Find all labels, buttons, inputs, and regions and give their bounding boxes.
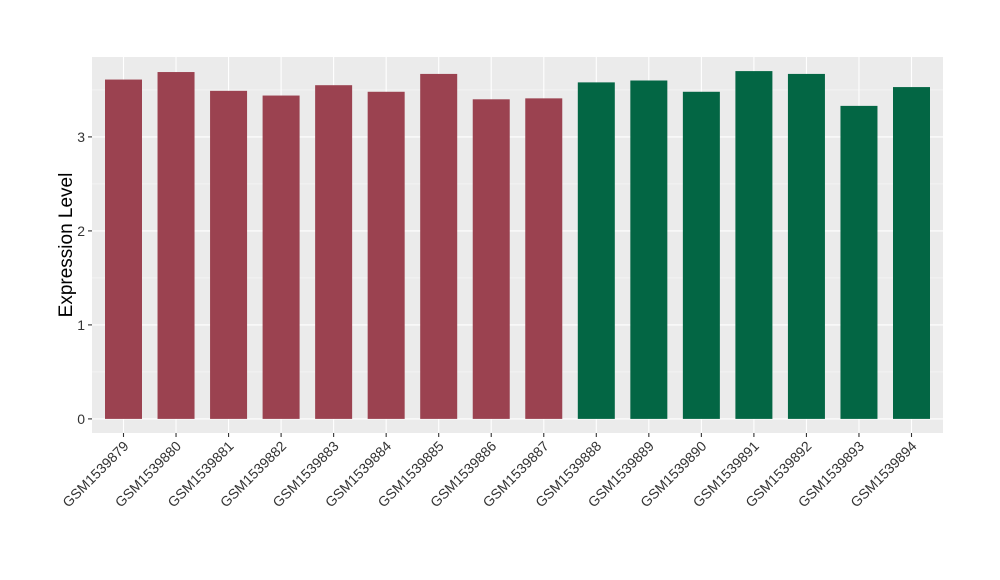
bar-GSM1539883 bbox=[315, 85, 353, 419]
bar-GSM1539882 bbox=[262, 95, 300, 419]
bar-GSM1539894 bbox=[893, 87, 930, 419]
y-tick-label: 3 bbox=[77, 129, 85, 145]
y-tick-label: 0 bbox=[77, 411, 85, 427]
bar-GSM1539892 bbox=[787, 73, 825, 419]
y-axis: 0 1 2 3 bbox=[77, 129, 92, 427]
bar-GSM1539890 bbox=[682, 91, 720, 419]
bar-GSM1539879 bbox=[105, 79, 142, 419]
x-axis: GSM1539879GSM1539880GSM1539881GSM1539882… bbox=[59, 433, 920, 510]
y-tick-label: 2 bbox=[77, 223, 85, 239]
bar-GSM1539886 bbox=[472, 99, 510, 419]
bar-GSM1539881 bbox=[210, 90, 248, 419]
bar-GSM1539887 bbox=[525, 98, 563, 419]
y-tick-label: 1 bbox=[77, 317, 85, 333]
bar-GSM1539888 bbox=[577, 82, 615, 419]
bar-GSM1539884 bbox=[367, 91, 405, 419]
bar-GSM1539880 bbox=[157, 72, 195, 419]
bar-GSM1539891 bbox=[735, 71, 773, 419]
bars bbox=[105, 71, 930, 419]
bar-GSM1539885 bbox=[420, 73, 458, 419]
y-axis-title: Expression Level bbox=[56, 173, 77, 318]
bar-GSM1539893 bbox=[840, 105, 878, 419]
bar-GSM1539889 bbox=[630, 80, 668, 419]
